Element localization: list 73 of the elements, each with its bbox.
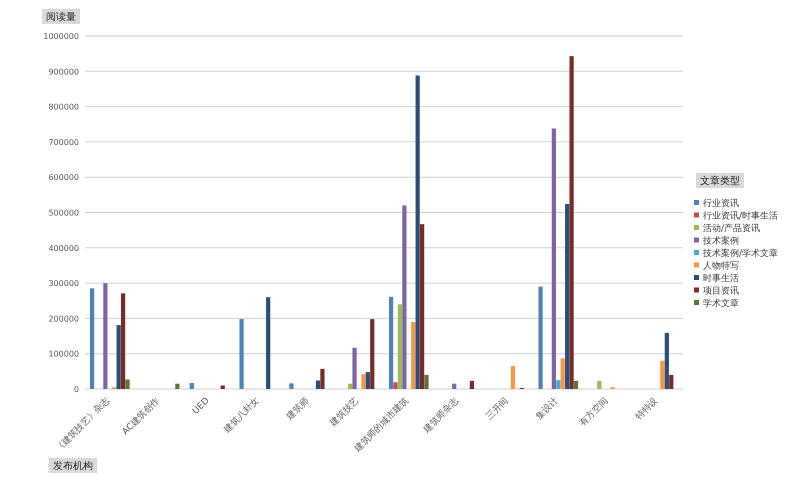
bar (510, 366, 516, 389)
y-tick-label: 0 (74, 385, 79, 394)
x-tick-label: 建筑八卦女 (221, 395, 262, 436)
y-tick-label: 900000 (48, 67, 79, 76)
y-tick-label: 800000 (48, 102, 79, 112)
legend-label: 技术案例/学术文章 (702, 248, 778, 259)
bar (398, 304, 402, 389)
bar (289, 383, 294, 389)
x-tick-label: 集设计 (534, 395, 561, 422)
bar (393, 382, 398, 389)
bar (190, 383, 194, 389)
bar (538, 286, 543, 389)
bar (470, 380, 474, 389)
bar (220, 385, 225, 389)
bar (664, 332, 669, 389)
bar (565, 204, 570, 389)
y-axis-title: 阅读量 (46, 11, 76, 23)
bar (90, 288, 94, 389)
bar (316, 380, 320, 389)
y-tick-label: 600000 (48, 173, 79, 182)
x-axis-title: 发布机构 (53, 460, 93, 472)
y-tick-label: 500000 (48, 208, 79, 218)
legend-label: 人物特写 (703, 260, 739, 272)
legend-label: 活动/产品资讯 (703, 223, 760, 234)
bar (348, 384, 352, 389)
bar (411, 322, 416, 389)
x-tick-label: 有方空间 (577, 395, 610, 429)
bar (416, 76, 420, 389)
bar (103, 283, 108, 389)
bar (552, 128, 556, 389)
y-tick-label: 700000 (48, 138, 79, 147)
x-tick-label: 建筑技艺 (327, 395, 362, 430)
legend-label: 学术文章 (703, 298, 739, 309)
y-tick-label: 200000 (48, 314, 79, 324)
x-tick-label: 三开间 (484, 395, 511, 422)
bar (402, 205, 406, 389)
bar (361, 374, 366, 389)
x-tick-label: 建筑师杂志 (420, 395, 461, 436)
bar (352, 348, 357, 389)
x-tick-label: 特特设 (633, 395, 660, 422)
bar (266, 297, 270, 389)
bar (320, 368, 325, 389)
bar (556, 380, 560, 389)
bar (366, 372, 370, 389)
x-tick-label: 建筑师 (284, 395, 312, 423)
bar (420, 224, 424, 389)
legend-label: 时事生活 (703, 273, 739, 284)
x-tick-label: 《建筑技艺》杂志 (53, 395, 112, 454)
bar (370, 319, 374, 389)
bar (239, 319, 244, 389)
bar (452, 384, 456, 389)
bar (116, 325, 121, 389)
x-tick-label: AC建筑创作 (120, 395, 162, 438)
bar (424, 374, 429, 389)
bar (669, 374, 674, 389)
legend-label: 行业资讯/时事生活 (703, 210, 778, 222)
bar (574, 380, 578, 389)
legend-label: 技术案例 (702, 236, 739, 246)
bar (120, 293, 126, 389)
legend-label: 行业资讯 (703, 198, 739, 209)
bar (125, 379, 130, 389)
y-tick-label: 1000000 (43, 32, 79, 41)
bar (175, 384, 180, 389)
bar (660, 360, 665, 389)
legend-label: 项目资讯 (703, 286, 739, 296)
legend-title: 文章类型 (700, 175, 740, 187)
y-tick-label: 400000 (48, 244, 79, 253)
y-tick-label: 100000 (48, 350, 79, 359)
bar (560, 358, 565, 389)
bar (388, 296, 394, 389)
bar (569, 56, 574, 389)
y-tick-label: 300000 (48, 279, 79, 288)
bar (597, 380, 602, 389)
